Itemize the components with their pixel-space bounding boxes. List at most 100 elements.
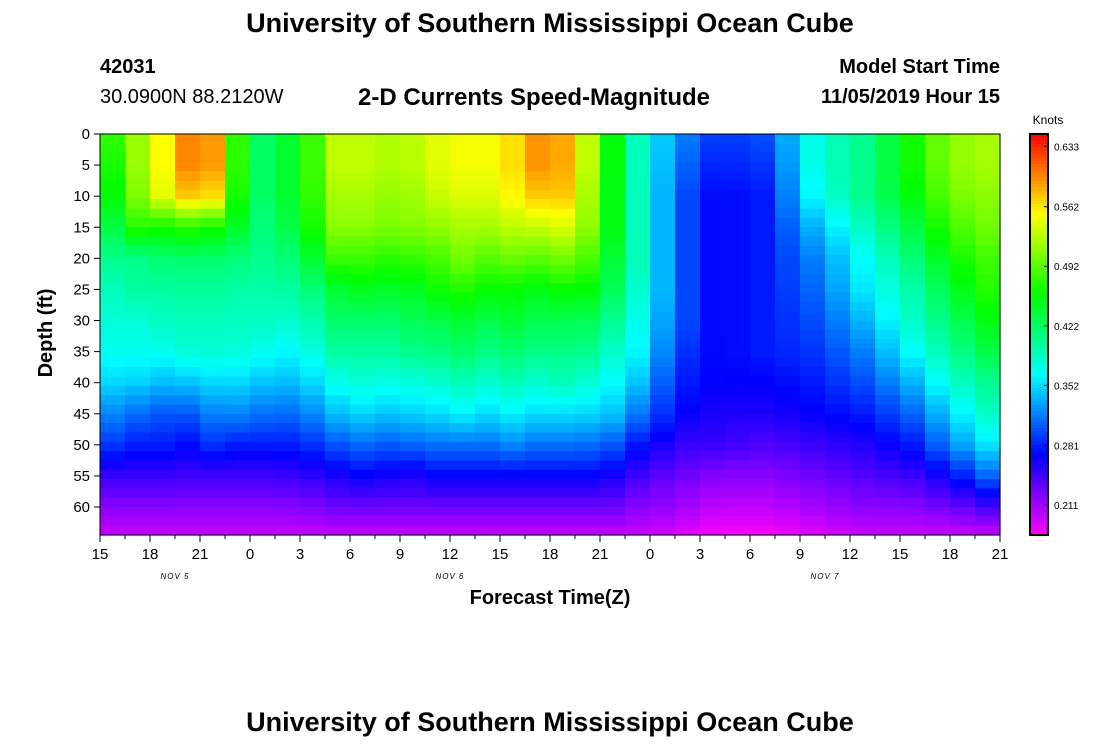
heatmap-cell xyxy=(550,339,576,350)
colorbar-swatch xyxy=(1030,381,1048,386)
heatmap-cell xyxy=(850,236,876,247)
heatmap-cell xyxy=(750,292,776,303)
heatmap-cell xyxy=(475,376,501,387)
heatmap-cell xyxy=(925,134,951,144)
heatmap-cell xyxy=(600,339,626,350)
heatmap-cell xyxy=(925,236,951,247)
heatmap-cell xyxy=(825,208,851,219)
heatmap-cell xyxy=(750,208,776,219)
heatmap-cell xyxy=(800,348,826,359)
colorbar-swatch xyxy=(1030,478,1048,483)
heatmap-cell xyxy=(900,152,926,163)
heatmap-cell xyxy=(425,339,451,350)
heatmap-cell xyxy=(100,301,126,312)
heatmap-cell xyxy=(200,227,226,238)
heatmap-cell xyxy=(725,357,751,368)
heatmap-cell xyxy=(725,525,751,536)
heatmap-cell xyxy=(100,497,126,508)
heatmap-cell xyxy=(425,152,451,163)
heatmap-cell xyxy=(475,217,501,228)
heatmap-cell xyxy=(600,367,626,378)
heatmap-cell xyxy=(950,180,976,191)
heatmap-cell xyxy=(800,227,826,238)
heatmap-cell xyxy=(375,507,401,517)
colorbar-swatch xyxy=(1030,334,1048,339)
heatmap-cell xyxy=(825,255,851,266)
heatmap-cell xyxy=(350,236,376,247)
heatmap-cell xyxy=(600,423,626,434)
colorbar-swatch xyxy=(1030,194,1048,199)
heatmap-cell xyxy=(450,320,476,331)
colorbar-swatch xyxy=(1030,461,1048,466)
heatmap-cells xyxy=(100,134,1001,536)
heatmap-cell xyxy=(650,320,676,331)
heatmap-cell xyxy=(475,413,501,424)
heatmap-cell xyxy=(650,208,676,219)
heatmap-cell xyxy=(425,217,451,228)
heatmap-cell xyxy=(650,236,676,247)
heatmap-cell xyxy=(425,441,451,452)
heatmap-cell xyxy=(700,189,726,200)
heatmap-cell xyxy=(975,180,1001,191)
heatmap-cell xyxy=(875,283,901,294)
x-tick-label: 12 xyxy=(442,546,459,563)
colorbar-swatch xyxy=(1030,157,1048,162)
heatmap-cell xyxy=(100,367,126,378)
heatmap-cell xyxy=(475,161,501,172)
heatmap-cell xyxy=(800,189,826,200)
heatmap-cell xyxy=(850,432,876,443)
heatmap-cell xyxy=(550,432,576,443)
heatmap-cell xyxy=(300,329,326,340)
heatmap-cell xyxy=(175,404,201,415)
heatmap-cell xyxy=(650,441,676,452)
heatmap-cell xyxy=(875,488,901,499)
heatmap-cell xyxy=(225,283,251,294)
y-tick-label: 60 xyxy=(73,499,90,516)
heatmap-cell xyxy=(550,404,576,415)
heatmap-cell xyxy=(475,395,501,406)
heatmap-cell xyxy=(625,301,651,312)
heatmap-cell xyxy=(925,283,951,294)
heatmap-cell xyxy=(500,497,526,508)
heatmap-cell xyxy=(975,320,1001,331)
heatmap-cell xyxy=(575,451,601,461)
heatmap-cell xyxy=(550,311,576,322)
heatmap-cell xyxy=(975,404,1001,415)
heatmap-cell xyxy=(525,273,551,284)
heatmap-cell xyxy=(350,423,376,434)
colorbar-swatch xyxy=(1030,281,1048,285)
heatmap-cell xyxy=(200,507,226,517)
heatmap-cell xyxy=(200,479,226,489)
heatmap-cell xyxy=(900,236,926,247)
heatmap-cell xyxy=(175,516,201,527)
heatmap-cell xyxy=(450,488,476,499)
colorbar-swatch xyxy=(1030,177,1048,182)
heatmap-cell xyxy=(925,320,951,331)
heatmap-cell xyxy=(975,460,1001,471)
heatmap-cell xyxy=(450,376,476,387)
heatmap-cell xyxy=(625,423,651,434)
x-tick-label: 18 xyxy=(142,546,159,563)
heatmap-cell xyxy=(800,301,826,312)
heatmap-cell xyxy=(550,180,576,191)
heatmap-cell xyxy=(750,199,776,210)
heatmap-cell xyxy=(275,441,301,452)
heatmap-cell xyxy=(675,413,701,424)
heatmap-cell xyxy=(800,525,826,536)
heatmap-cell xyxy=(525,376,551,387)
heatmap-cell xyxy=(125,348,151,359)
heatmap-cell xyxy=(175,171,201,182)
heatmap-cell xyxy=(975,189,1001,200)
heatmap-cell xyxy=(900,385,926,396)
plot-title: 2-D Currents Speed-Magnitude xyxy=(358,84,711,111)
heatmap-cell xyxy=(925,460,951,471)
heatmap-cell xyxy=(700,525,726,536)
heatmap-cell xyxy=(450,283,476,294)
heatmap-cell xyxy=(125,301,151,312)
heatmap-cell xyxy=(225,432,251,443)
heatmap-cell xyxy=(125,245,151,256)
x-tick-label: 6 xyxy=(346,546,354,563)
heatmap-cell xyxy=(925,367,951,378)
colorbar-swatch xyxy=(1030,501,1048,506)
